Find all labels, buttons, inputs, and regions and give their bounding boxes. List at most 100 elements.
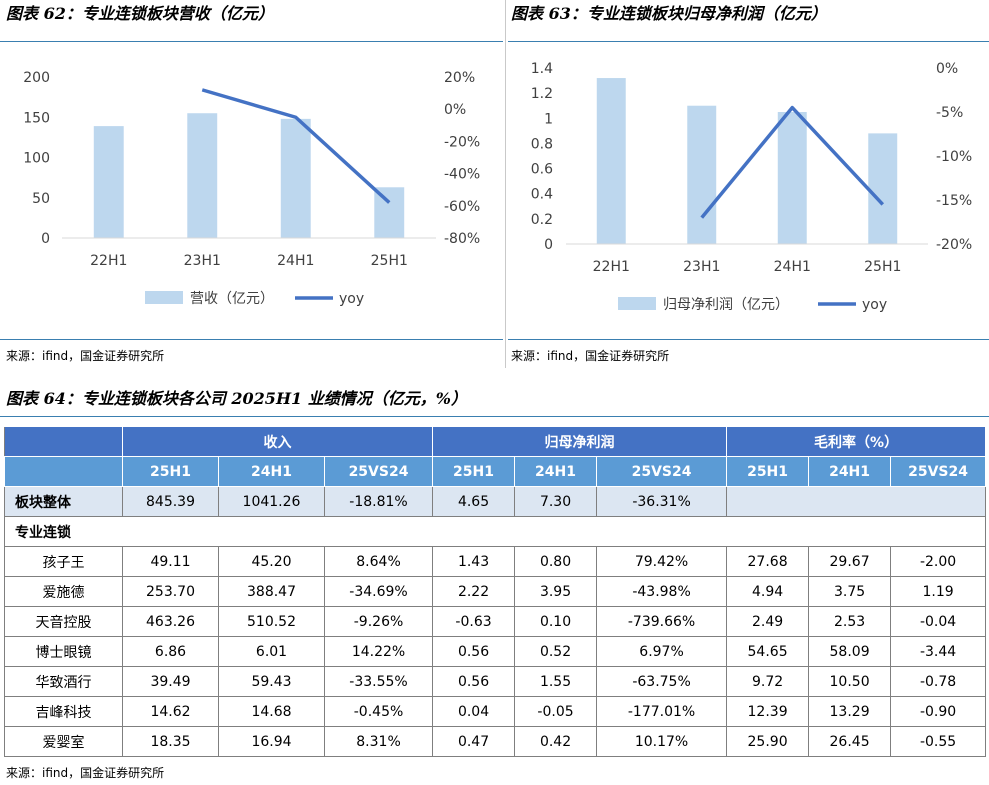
table-cell: 54.65 — [726, 636, 810, 667]
subheader-cell: 25VS24 — [323, 456, 434, 487]
table-cell: 2.53 — [808, 606, 892, 637]
table-cell: -0.04 — [890, 606, 987, 637]
table-cell: 14.68 — [218, 696, 325, 727]
figure-divider — [505, 0, 506, 368]
fig62-top-rule — [0, 41, 503, 42]
y-tick-label: 150 — [23, 110, 50, 126]
table-cell: 0.42 — [514, 726, 598, 757]
table-cell: 49.11 — [122, 546, 219, 577]
y2-tick-label: -10% — [936, 149, 972, 165]
bar-23H1 — [687, 105, 717, 244]
subheader-cell: 25VS24 — [596, 456, 728, 487]
fig63-source: 来源：ifind，国金证券研究所 — [511, 349, 670, 363]
table-cell: 463.26 — [122, 606, 219, 637]
table-cell: -177.01% — [596, 696, 728, 727]
table-cell: 0.10 — [514, 606, 598, 637]
table-cell: 45.20 — [218, 546, 325, 577]
subheader-cell: 24H1 — [808, 456, 892, 487]
fig64-title: 图表 64：专业连锁板块各公司 2025H1 业绩情况（亿元，%） — [6, 389, 467, 408]
y-tick-label: 0 — [544, 237, 553, 253]
table-cell: 1.43 — [432, 546, 516, 577]
table-cell: 27.68 — [726, 546, 810, 577]
table-cell: 2.22 — [432, 576, 516, 607]
table-cell: 8.64% — [323, 546, 434, 577]
row-name: 华致酒行 — [4, 666, 123, 697]
table-cell: 510.52 — [218, 606, 325, 637]
y2-tick-label: -5% — [936, 105, 963, 121]
table-cell: -63.75% — [596, 666, 728, 697]
row-name: 天音控股 — [4, 606, 123, 637]
legend-line-label: yoy — [339, 291, 364, 307]
y-tick-label: 100 — [23, 151, 50, 167]
row-name: 孩子王 — [4, 546, 123, 577]
legend-bar-swatch — [618, 297, 656, 310]
table-cell: -43.98% — [596, 576, 728, 607]
table-cell: -34.69% — [323, 576, 434, 607]
table-cell: 14.62 — [122, 696, 219, 727]
y2-tick-label: 20% — [444, 70, 475, 86]
group-header-net-profit: 归母净利润 — [432, 426, 728, 457]
table-cell: 6.01 — [218, 636, 325, 667]
table-cell: 13.29 — [808, 696, 892, 727]
group-label: 专业连锁 — [3, 516, 987, 547]
table-cell: -0.90 — [890, 696, 987, 727]
subheader-cell: 25H1 — [432, 456, 516, 487]
y2-tick-label: 0% — [444, 102, 466, 118]
table-cell: 6.86 — [122, 636, 219, 667]
table-cell: 2.49 — [726, 606, 810, 637]
table-cell-empty — [726, 486, 987, 517]
subheader-cell: 25H1 — [726, 456, 810, 487]
y-tick-label: 0.6 — [531, 162, 553, 178]
table-cell: 59.43 — [218, 666, 325, 697]
y2-tick-label: -20% — [444, 134, 480, 150]
y-tick-label: 200 — [23, 70, 50, 86]
x-tick-label: 24H1 — [277, 253, 314, 269]
table-cell: 0.52 — [514, 636, 598, 667]
fig62-title: 图表 62：专业连锁板块营收（亿元） — [6, 4, 274, 23]
table-cell: -3.44 — [890, 636, 987, 667]
fig64-source: 来源：ifind，国金证券研究所 — [6, 766, 165, 780]
table-row-group-label: 专业连锁 — [3, 516, 987, 547]
table-corner-cell — [4, 426, 123, 457]
table-cell: 58.09 — [808, 636, 892, 667]
y2-tick-label: -20% — [936, 237, 972, 253]
subheader-cell: 25VS24 — [890, 456, 987, 487]
table-cell: -0.78 — [890, 666, 987, 697]
table-cell: -0.05 — [514, 696, 598, 727]
table-cell: 4.65 — [432, 486, 516, 517]
row-name: 板块整体 — [4, 486, 123, 517]
table-cell: -0.63 — [432, 606, 516, 637]
table-cell: 3.75 — [808, 576, 892, 607]
row-name: 爱婴室 — [4, 726, 123, 757]
table-row: 天音控股 463.26 510.52 -9.26% -0.63 0.10 -739.66% 2… — [4, 606, 987, 637]
table-cell: 0.56 — [432, 636, 516, 667]
bar-24H1 — [280, 118, 311, 238]
table-cell: -739.66% — [596, 606, 728, 637]
legend-bar-label: 归母净利润（亿元） — [663, 296, 789, 313]
table-row: 爱婴室 18.35 16.94 8.31% 0.47 0.42 10.17% 25.90 26.… — [4, 726, 987, 757]
table-cell: 4.94 — [726, 576, 810, 607]
fig62-bottom-rule — [0, 339, 503, 340]
net-profit-chart: 0 0.2 0.4 0.6 0.8 1 1.2 1.4 -20% -15% -10% -5% 0% 22H… — [531, 61, 972, 313]
x-tick-label: 23H1 — [184, 253, 221, 269]
group-header-revenue: 收入 — [121, 426, 434, 457]
y2-tick-label: -15% — [936, 193, 972, 209]
table-row: 华致酒行 39.49 59.43 -33.55% 0.56 1.55 -63.75% 9.72… — [4, 666, 987, 697]
bar-22H1 — [93, 126, 124, 238]
table-cell: 10.50 — [808, 666, 892, 697]
table-cell: -18.81% — [323, 486, 434, 517]
table-cell: 845.39 — [122, 486, 219, 517]
table-row: 吉峰科技 14.62 14.68 -0.45% 0.04 -0.05 -177.01% 12.… — [4, 696, 987, 727]
subheader-cell: 24H1 — [218, 456, 325, 487]
x-tick-label: 22H1 — [90, 253, 127, 269]
subheader-cell: 24H1 — [514, 456, 598, 487]
table-cell: 0.80 — [514, 546, 598, 577]
table-cell: -0.45% — [323, 696, 434, 727]
table-cell: -9.26% — [323, 606, 434, 637]
table-group-header-row: 收入 归母净利润 毛利率（%） — [4, 426, 987, 457]
performance-table: 收入 归母净利润 毛利率（%） 25H1 24H1 25VS24 25H1 24H1 25… — [3, 426, 987, 757]
row-name: 吉峰科技 — [4, 696, 123, 727]
x-tick-label: 22H1 — [593, 259, 630, 275]
legend-bar-swatch — [145, 291, 183, 304]
y-tick-label: 0.8 — [531, 136, 553, 152]
